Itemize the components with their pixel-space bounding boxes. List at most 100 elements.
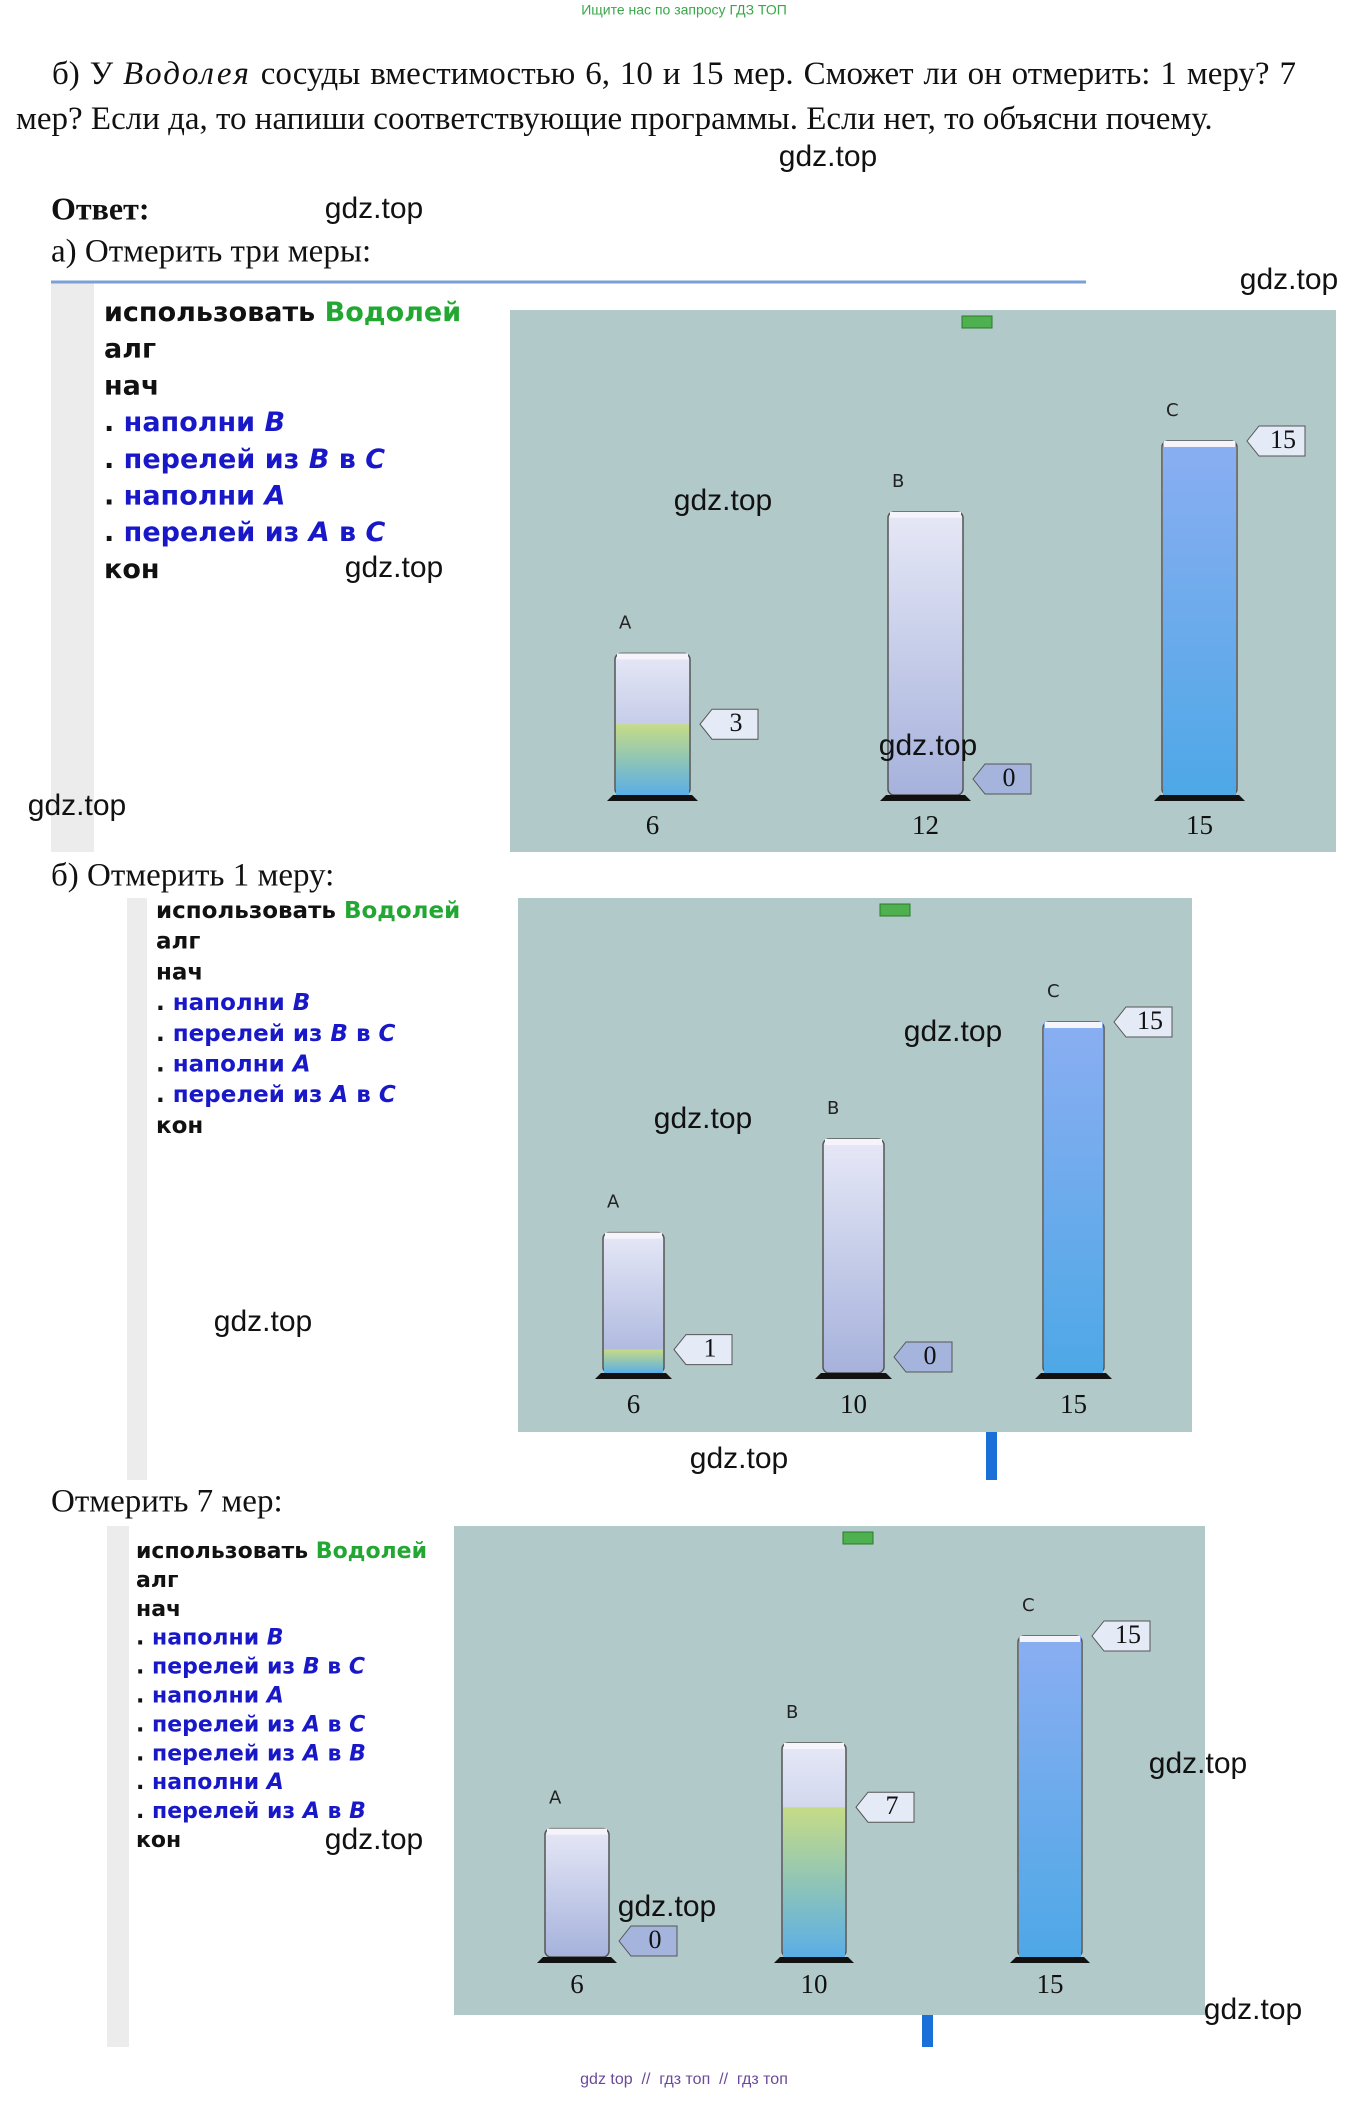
code-line: . наполни A xyxy=(136,1684,284,1709)
code-token: из xyxy=(267,1655,295,1680)
amount-label: 1 xyxy=(704,1334,717,1363)
code-token: B xyxy=(349,1799,366,1824)
code-line: алг xyxy=(136,1568,178,1593)
code-token: перелей xyxy=(152,1655,259,1680)
code-token: наполни xyxy=(173,1051,285,1077)
vessel-label: B xyxy=(892,471,904,492)
code-token: наполни xyxy=(173,990,285,1016)
code-token: алг xyxy=(136,1568,178,1593)
watermark: gdz.top xyxy=(779,140,877,173)
code-token: . xyxy=(156,990,165,1016)
code-token: C xyxy=(365,443,385,474)
code-token: . xyxy=(136,1741,144,1766)
code-line: . перелей из A в B xyxy=(136,1799,366,1824)
vessel-label: A xyxy=(619,612,632,633)
code-line: . наполни B xyxy=(156,990,310,1016)
section-title: а) Отмерить три меры: xyxy=(51,234,371,270)
code-token: A xyxy=(328,1082,348,1108)
code-line: . наполни A xyxy=(136,1770,284,1795)
vessel-label: B xyxy=(786,1702,798,1723)
code-token: в xyxy=(328,1799,342,1824)
amount-label: 7 xyxy=(886,1791,899,1820)
vessel-label: C xyxy=(1166,400,1179,421)
code-token: нач xyxy=(136,1597,181,1622)
code-token: в xyxy=(339,443,356,474)
code-line: алг xyxy=(104,333,156,364)
code-gutter xyxy=(107,1526,129,2047)
code-token: A xyxy=(265,1770,284,1795)
amount-tag xyxy=(699,708,759,740)
amount-tag xyxy=(855,1791,915,1823)
vessel-rim xyxy=(890,511,961,518)
vessel xyxy=(544,1827,610,1958)
water xyxy=(1163,441,1236,795)
code-token: . xyxy=(136,1684,144,1709)
code-token: C xyxy=(366,517,386,548)
amount-label: 15 xyxy=(1270,425,1296,454)
code-token: из xyxy=(265,517,300,548)
code-token: . xyxy=(136,1770,144,1795)
amount-label: 15 xyxy=(1137,1006,1163,1035)
header-note: Ищите нас по запросу ГДЗ ТОП xyxy=(581,2,787,18)
code-line: . наполни B xyxy=(104,407,285,438)
code-token: . xyxy=(104,407,114,438)
vessel-rim xyxy=(1164,441,1235,447)
code-token: использовать xyxy=(104,297,315,328)
code-line: . наполни A xyxy=(104,480,285,511)
code-token: . xyxy=(136,1626,144,1651)
code-token: A xyxy=(301,1712,320,1737)
watermark: gdz.top xyxy=(28,789,126,822)
code-line: . перелей из A в C xyxy=(104,517,386,548)
code-token: из xyxy=(293,1082,322,1108)
vessel-rim xyxy=(784,1743,844,1749)
code-token: из xyxy=(267,1799,295,1824)
code-token: . xyxy=(104,443,114,474)
scrollbar xyxy=(922,2015,933,2047)
code-token: кон xyxy=(104,553,160,584)
vessel-capacity: 15 xyxy=(1060,1389,1087,1419)
code-token: Водолей xyxy=(316,1539,427,1564)
vessel-label: A xyxy=(549,1788,562,1809)
vessel-label: C xyxy=(1047,981,1060,1002)
watermark: gdz.top xyxy=(674,484,772,517)
vessel-rim xyxy=(617,653,688,660)
code-token: из xyxy=(265,443,300,474)
code-token: . xyxy=(136,1655,144,1680)
code-token: A xyxy=(263,480,286,511)
amount-tag xyxy=(1113,1006,1173,1038)
vessel-label: B xyxy=(827,1098,839,1119)
amount-label: 0 xyxy=(649,1925,662,1954)
code-token: A xyxy=(301,1799,320,1824)
code-token: C xyxy=(379,1020,396,1046)
code-line: нач xyxy=(156,959,203,985)
code-token: наполни xyxy=(124,480,255,511)
watermark: gdz.top xyxy=(879,729,977,762)
vessel xyxy=(822,1138,885,1374)
code-line: . перелей из A в C xyxy=(156,1082,396,1108)
code-token: B xyxy=(265,407,286,438)
code-line: использовать Водолей xyxy=(104,297,461,328)
amount-label: 0 xyxy=(924,1341,937,1370)
vessel-capacity: 6 xyxy=(570,1969,584,1999)
code-token: в xyxy=(356,1082,371,1108)
code-token: A xyxy=(291,1051,311,1077)
code-token: наполни xyxy=(152,1770,259,1795)
code-token: в xyxy=(356,1020,371,1046)
code-token: алг xyxy=(156,928,200,954)
water xyxy=(604,1349,663,1373)
code-token: перелей xyxy=(173,1020,285,1046)
code-token: использовать xyxy=(156,898,336,924)
code-token: кон xyxy=(136,1828,181,1853)
code-token: в xyxy=(339,517,356,548)
vessel-rim xyxy=(1020,1636,1080,1642)
code-token: наполни xyxy=(152,1684,259,1709)
code-token: Водолей xyxy=(344,898,460,924)
code-token: алг xyxy=(104,333,156,364)
vessel-label: C xyxy=(1022,1595,1035,1616)
vessel-rim xyxy=(825,1139,882,1145)
code-token: перелей xyxy=(173,1082,285,1108)
code-token: B xyxy=(303,1655,320,1680)
code-line: . перелей из B в C xyxy=(136,1655,365,1680)
code-line: . перелей из B в C xyxy=(156,1020,396,1046)
